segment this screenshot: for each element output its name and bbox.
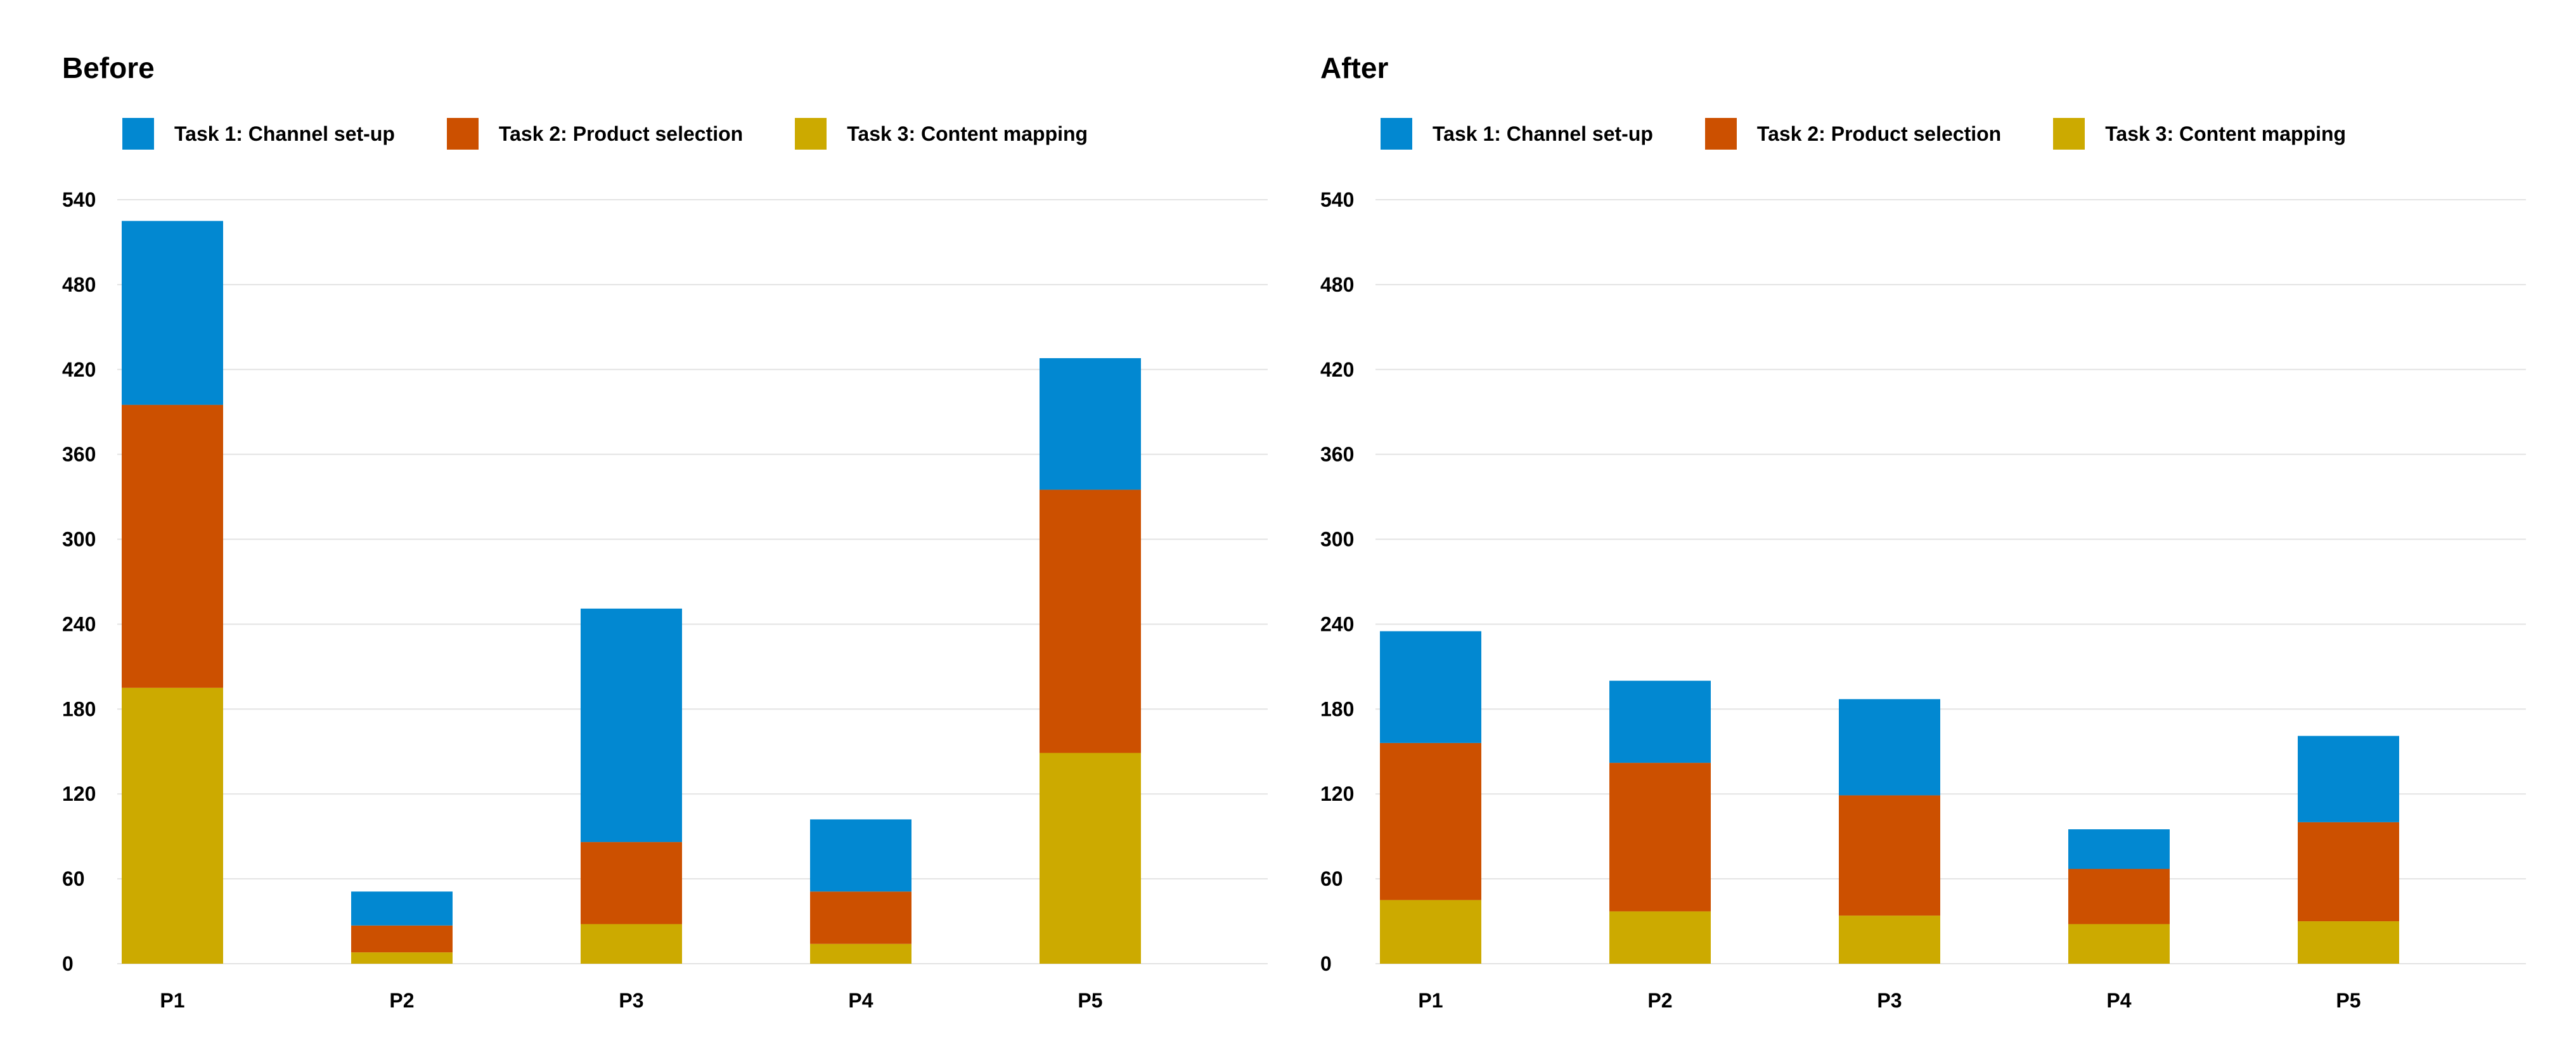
x-tick-label: P1 bbox=[1418, 989, 1443, 1012]
bar-segment-task-2-product-selection bbox=[1609, 763, 1711, 911]
y-tick-label: 120 bbox=[62, 782, 96, 805]
y-tick-label: 540 bbox=[1320, 188, 1354, 211]
y-tick-label: 180 bbox=[62, 697, 96, 720]
bar-segment-task-2-product-selection bbox=[581, 842, 682, 924]
bar-segment-task-1-channel-set-up bbox=[2298, 736, 2399, 822]
after-plot: 0 60 120 180 240 300 360 420 480 540 P1 P2 P3 P4 P5 bbox=[1258, 0, 2546, 1055]
y-tick-label: 300 bbox=[62, 528, 96, 551]
bar-segment-task-3-content-mapping bbox=[581, 924, 682, 964]
x-tick-label: P2 bbox=[389, 989, 414, 1012]
bar-segment-task-1-channel-set-up bbox=[1839, 699, 1940, 796]
bar-segment-task-2-product-selection bbox=[1839, 795, 1940, 916]
bar-segment-task-2-product-selection bbox=[810, 891, 911, 944]
bar-segment-task-1-channel-set-up bbox=[2068, 829, 2170, 869]
before-chart-panel: Before Task 1: Channel set-up Task 2: Pr… bbox=[0, 0, 1288, 1055]
after-chart-panel: After Task 1: Channel set-up Task 2: Pro… bbox=[1258, 0, 2546, 1055]
bar-segment-task-1-channel-set-up bbox=[810, 819, 911, 891]
x-tick-label: P4 bbox=[2106, 989, 2131, 1012]
before-plot: 0 60 120 180 240 300 360 420 480 540 P1 P2 P3 P4 P5 bbox=[0, 0, 1288, 1055]
bar-segment-task-1-channel-set-up bbox=[351, 891, 453, 926]
y-tick-label: 0 bbox=[1320, 952, 1332, 975]
x-tick-label: P5 bbox=[1078, 989, 1102, 1012]
bar-segment-task-3-content-mapping bbox=[1839, 916, 1940, 964]
bar-segment-task-1-channel-set-up bbox=[1609, 681, 1711, 763]
y-tick-label: 300 bbox=[1320, 528, 1354, 551]
y-tick-label: 240 bbox=[62, 612, 96, 635]
y-tick-label: 420 bbox=[1320, 358, 1354, 381]
y-tick-label: 0 bbox=[62, 952, 74, 975]
bar-segment-task-3-content-mapping bbox=[2298, 921, 2399, 964]
bar-segment-task-3-content-mapping bbox=[1609, 911, 1711, 964]
bar-segment-task-2-product-selection bbox=[351, 926, 453, 952]
x-tick-label: P1 bbox=[160, 989, 184, 1012]
y-tick-label: 480 bbox=[1320, 273, 1354, 296]
bar-segment-task-1-channel-set-up bbox=[581, 609, 682, 842]
bar-segment-task-2-product-selection bbox=[1040, 489, 1141, 753]
y-tick-label: 540 bbox=[62, 188, 96, 211]
x-tick-label: P5 bbox=[2336, 989, 2360, 1012]
y-tick-label: 420 bbox=[62, 358, 96, 381]
y-tick-label: 480 bbox=[62, 273, 96, 296]
y-tick-label: 180 bbox=[1320, 697, 1354, 720]
y-tick-label: 240 bbox=[1320, 612, 1354, 635]
y-tick-label: 60 bbox=[62, 867, 85, 890]
bar-segment-task-1-channel-set-up bbox=[122, 221, 223, 405]
y-tick-label: 60 bbox=[1320, 867, 1343, 890]
x-tick-label: P3 bbox=[1877, 989, 1902, 1012]
bar-segment-task-2-product-selection bbox=[2298, 822, 2399, 921]
y-tick-label: 360 bbox=[1320, 443, 1354, 466]
x-tick-label: P3 bbox=[619, 989, 643, 1012]
bar-segment-task-3-content-mapping bbox=[2068, 924, 2170, 964]
x-tick-label: P4 bbox=[848, 989, 873, 1012]
bar-segment-task-2-product-selection bbox=[2068, 869, 2170, 924]
x-tick-label: P2 bbox=[1647, 989, 1672, 1012]
bar-segment-task-3-content-mapping bbox=[810, 944, 911, 964]
bar-segment-task-3-content-mapping bbox=[1380, 900, 1481, 964]
y-tick-label: 360 bbox=[62, 443, 96, 466]
bar-segment-task-3-content-mapping bbox=[1040, 753, 1141, 964]
bar-segment-task-1-channel-set-up bbox=[1040, 358, 1141, 490]
bar-segment-task-2-product-selection bbox=[122, 405, 223, 688]
y-tick-label: 120 bbox=[1320, 782, 1354, 805]
bar-segment-task-1-channel-set-up bbox=[1380, 631, 1481, 743]
bar-segment-task-3-content-mapping bbox=[122, 688, 223, 964]
bar-segment-task-2-product-selection bbox=[1380, 743, 1481, 900]
bar-segment-task-3-content-mapping bbox=[351, 952, 453, 964]
